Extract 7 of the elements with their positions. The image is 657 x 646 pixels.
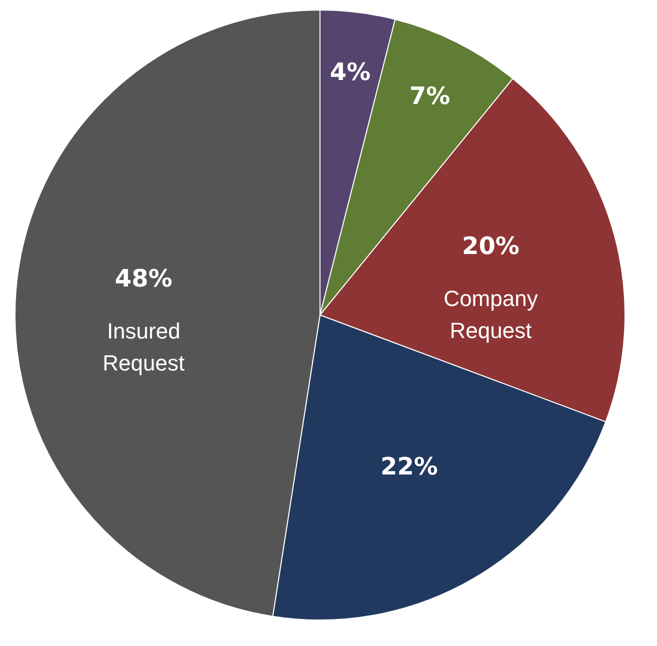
data-label: 48% xyxy=(114,264,172,292)
data-label: 22% xyxy=(380,452,438,481)
slice-label: Company Request xyxy=(444,286,538,343)
slice-label: Insured Request xyxy=(102,318,185,376)
data-label: 4% xyxy=(330,58,371,86)
data-label: 20% xyxy=(462,232,520,260)
data-label: 7% xyxy=(409,82,450,110)
